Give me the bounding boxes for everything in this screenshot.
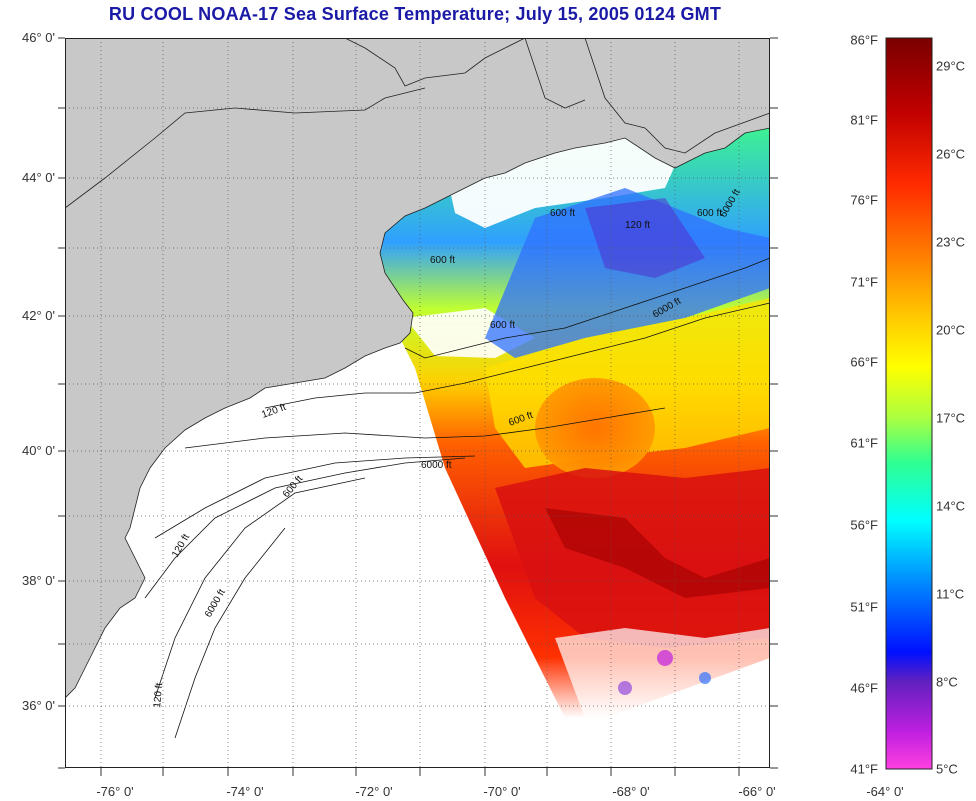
contour-label: 120 ft [625, 220, 650, 231]
map-title: RU COOL NOAA-17 Sea Surface Temperature;… [108, 4, 722, 24]
colorbar [885, 37, 933, 770]
contour-label: 600 ft [550, 208, 575, 219]
colorbar-c-label: 29°C [936, 58, 966, 74]
contour-label: 600 ft [430, 255, 455, 266]
colorbar-f-label: 86°F [850, 32, 878, 48]
lat-label: 38° 0' [22, 573, 55, 588]
lon-label: -70° 0' [483, 784, 521, 799]
lon-label: -66° 0' [738, 784, 776, 799]
bathymetry-contours [144, 257, 770, 739]
lon-label: -68° 0' [612, 784, 650, 799]
lat-label: 44° 0' [22, 170, 55, 185]
graticule [65, 38, 770, 768]
colorbar-c-label: 14°C [936, 498, 966, 514]
colorbar-f-label: 71°F [850, 274, 878, 290]
lat-label: 40° 0' [22, 443, 55, 458]
lon-label: -72° 0' [355, 784, 393, 799]
lat-label: 46° 0' [22, 30, 55, 45]
lat-label: 42° 0' [22, 308, 55, 323]
colorbar-f-label: 76°F [850, 192, 878, 208]
colorbar-f-label: 81°F [850, 112, 878, 128]
colorbar-c-label: 5°C [936, 761, 958, 777]
colorbar-f-label: 56°F [850, 517, 878, 533]
lon-label: -74° 0' [226, 784, 264, 799]
colorbar-c-label: 20°C [936, 322, 966, 338]
colorbar-f-label: 41°F [850, 761, 878, 777]
land-mass [65, 38, 770, 699]
colorbar-c-label: 17°C [936, 410, 966, 426]
colorbar-f-label: 46°F [850, 680, 878, 696]
colorbar-f-label: 66°F [850, 354, 878, 370]
contour-label: 600 ft [490, 320, 515, 331]
colorbar-c-label: 26°C [936, 146, 966, 162]
colorbar-f-label: 61°F [850, 435, 878, 451]
map-frame [65, 38, 770, 768]
sst-map: 600 ft 600 ft 600 ft 120 ft 6000 ft 600 … [65, 38, 770, 768]
contour-label: 6000 ft [421, 460, 452, 471]
contour-label: 600 ft [697, 208, 722, 219]
boundaries [65, 38, 586, 209]
colorbar-c-label: 23°C [936, 234, 966, 250]
contour-label: 120 ft [152, 682, 165, 708]
colorbar-c-label: 11°C [936, 586, 965, 602]
lon-label: -64° 0' [866, 784, 904, 799]
lon-label: -76° 0' [96, 784, 134, 799]
lat-label: 36° 0' [22, 698, 55, 713]
colorbar-c-label: 8°C [936, 674, 958, 690]
colorbar-f-label: 51°F [850, 599, 878, 615]
